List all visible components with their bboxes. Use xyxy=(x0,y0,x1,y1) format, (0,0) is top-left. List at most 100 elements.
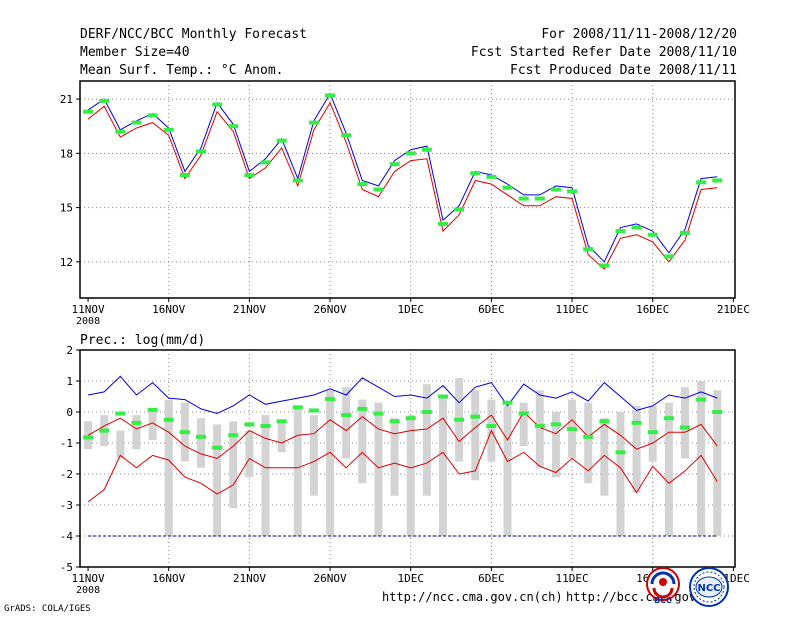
temp-observed-marker xyxy=(147,113,158,118)
bcc-logo-text: BCC xyxy=(654,596,672,605)
prec-observed-marker xyxy=(179,430,190,435)
temp-observed-marker xyxy=(131,120,142,125)
temp-x-tick-label: 21NOV xyxy=(233,303,266,316)
prec-spread-bar xyxy=(342,387,351,459)
prec-panel-title: Prec.: log(mm/d) xyxy=(80,333,205,348)
prec-y-tick-label: -3 xyxy=(60,499,73,512)
prec-spread-bar xyxy=(116,430,125,459)
temp-observed-marker xyxy=(260,160,271,165)
prec-panel: -5 -4 -3 -2 -1 0 1 2 11NOV 16NOV 21NOV 26NOV 1DEC 6DE… xyxy=(60,333,750,596)
temp-observed-marker xyxy=(276,138,287,143)
prec-spread-bar xyxy=(132,415,141,450)
prec-observed-marker xyxy=(470,414,481,419)
prec-y-tick-label: -4 xyxy=(60,530,74,543)
prec-observed-marker xyxy=(567,427,578,432)
temp-observed-marker xyxy=(357,182,368,187)
prec-observed-marker xyxy=(518,411,529,416)
temp-series-mean xyxy=(88,97,717,265)
prec-y-tick-label: 1 xyxy=(66,375,73,388)
prec-observed-marker xyxy=(195,434,206,439)
prec-series-upper xyxy=(88,375,718,415)
prec-spread-bar xyxy=(245,430,254,478)
temp-observed-marker xyxy=(486,174,497,179)
temp-observed-marker xyxy=(405,151,416,156)
temp-observed-marker xyxy=(389,162,400,167)
prec-y-tick-label: -5 xyxy=(60,561,73,574)
temp-x-tick-label: 11DEC xyxy=(555,303,588,316)
temp-observed-marker xyxy=(647,232,658,237)
prec-spread-bar xyxy=(196,418,205,468)
ncc-logo-icon: NCC xyxy=(689,567,729,607)
prec-spread-bar xyxy=(358,399,367,484)
prec-spread-bar xyxy=(503,405,512,536)
prec-observed-marker xyxy=(308,408,319,413)
temp-x-year-label: 2008 xyxy=(76,316,100,327)
ncc-url-link[interactable]: http://ncc.cma.gov.cn(ch) xyxy=(382,590,563,604)
prec-x-tick-label: 26NOV xyxy=(313,572,346,585)
ncc-logo-text: NCC xyxy=(697,583,720,594)
prec-spread-bar xyxy=(519,402,528,447)
prec-observed-marker xyxy=(550,422,561,427)
prec-series-lower xyxy=(87,411,718,460)
temp-x-tick-label: 16DEC xyxy=(636,303,669,316)
temp-frame xyxy=(79,80,736,299)
prec-series-lowest xyxy=(87,429,718,503)
temp-observed-marker xyxy=(421,147,432,152)
temp-observed-marker xyxy=(550,187,561,192)
prec-spread-bar xyxy=(616,412,625,536)
temp-observed-marker xyxy=(696,180,707,185)
temp-x-tick-label: 26NOV xyxy=(313,303,346,316)
prec-observed-marker xyxy=(631,420,642,425)
temp-y-tick-label: 18 xyxy=(60,147,73,160)
prec-spread-bar xyxy=(680,387,689,459)
prec-observed-marker xyxy=(292,405,303,410)
prec-observed-marker xyxy=(131,420,142,425)
prec-observed-marker xyxy=(583,434,594,439)
prec-observed-marker xyxy=(115,411,126,416)
prec-x-tick-label: 1DEC xyxy=(397,572,424,585)
prec-observed-marker xyxy=(83,435,94,440)
member-size-label: Member Size=40 xyxy=(80,45,190,60)
temp-observed-marker xyxy=(308,120,319,125)
temp-x-tick-label: 1DEC xyxy=(397,303,424,316)
prec-spread-bar xyxy=(164,399,173,536)
prec-spread-bar xyxy=(551,412,560,478)
prec-observed-marker xyxy=(341,413,352,418)
temp-observed-marker xyxy=(615,229,626,234)
prec-y-tick-label: -2 xyxy=(60,468,73,481)
bcc-url-link[interactable]: http://bcc.cma.gov.cn xyxy=(566,590,718,604)
prec-observed-marker xyxy=(163,417,174,422)
temp-observed-marker xyxy=(115,129,126,134)
prec-observed-marker xyxy=(325,396,336,401)
temp-observed-marker xyxy=(212,102,223,107)
prec-observed-marker xyxy=(437,394,448,399)
temp-observed-marker xyxy=(534,196,545,201)
prec-observed-marker xyxy=(212,445,223,450)
prec-x-tick-label: 6DEC xyxy=(478,572,505,585)
temp-observed-marker xyxy=(437,221,448,226)
prec-observed-marker xyxy=(99,428,110,433)
prec-x-year-label: 2008 xyxy=(76,585,100,596)
prec-spread-bar xyxy=(697,381,706,536)
prec-observed-marker xyxy=(486,423,497,428)
prec-observed-marker xyxy=(373,411,384,416)
temp-observed-marker xyxy=(83,109,94,114)
produced-date-label: Fcst Produced Date 2008/11/11 xyxy=(510,63,737,78)
prec-x-tick-label: 16NOV xyxy=(152,572,185,585)
prec-spread-bar xyxy=(277,421,286,453)
prec-y-tick-label: -1 xyxy=(60,437,73,450)
temp-panel: 12 15 18 21 11NOV 16NOV 21NOV 26NOV 1DEC 6DEC 11DE… xyxy=(60,80,750,327)
temp-observed-marker xyxy=(567,189,578,194)
prec-x-tick-label: 21NOV xyxy=(233,572,266,585)
prec-observed-marker xyxy=(260,423,271,428)
temp-series-upper xyxy=(87,92,718,263)
temp-observed-marker xyxy=(195,149,206,154)
prec-observed-marker xyxy=(712,410,723,414)
prec-spread-bar xyxy=(261,415,270,536)
refer-date-label: Fcst Started Refer Date 2008/11/10 xyxy=(470,45,737,60)
prec-spread-bar xyxy=(229,421,238,509)
temp-observed-marker xyxy=(341,133,352,138)
prec-observed-marker xyxy=(389,419,400,424)
